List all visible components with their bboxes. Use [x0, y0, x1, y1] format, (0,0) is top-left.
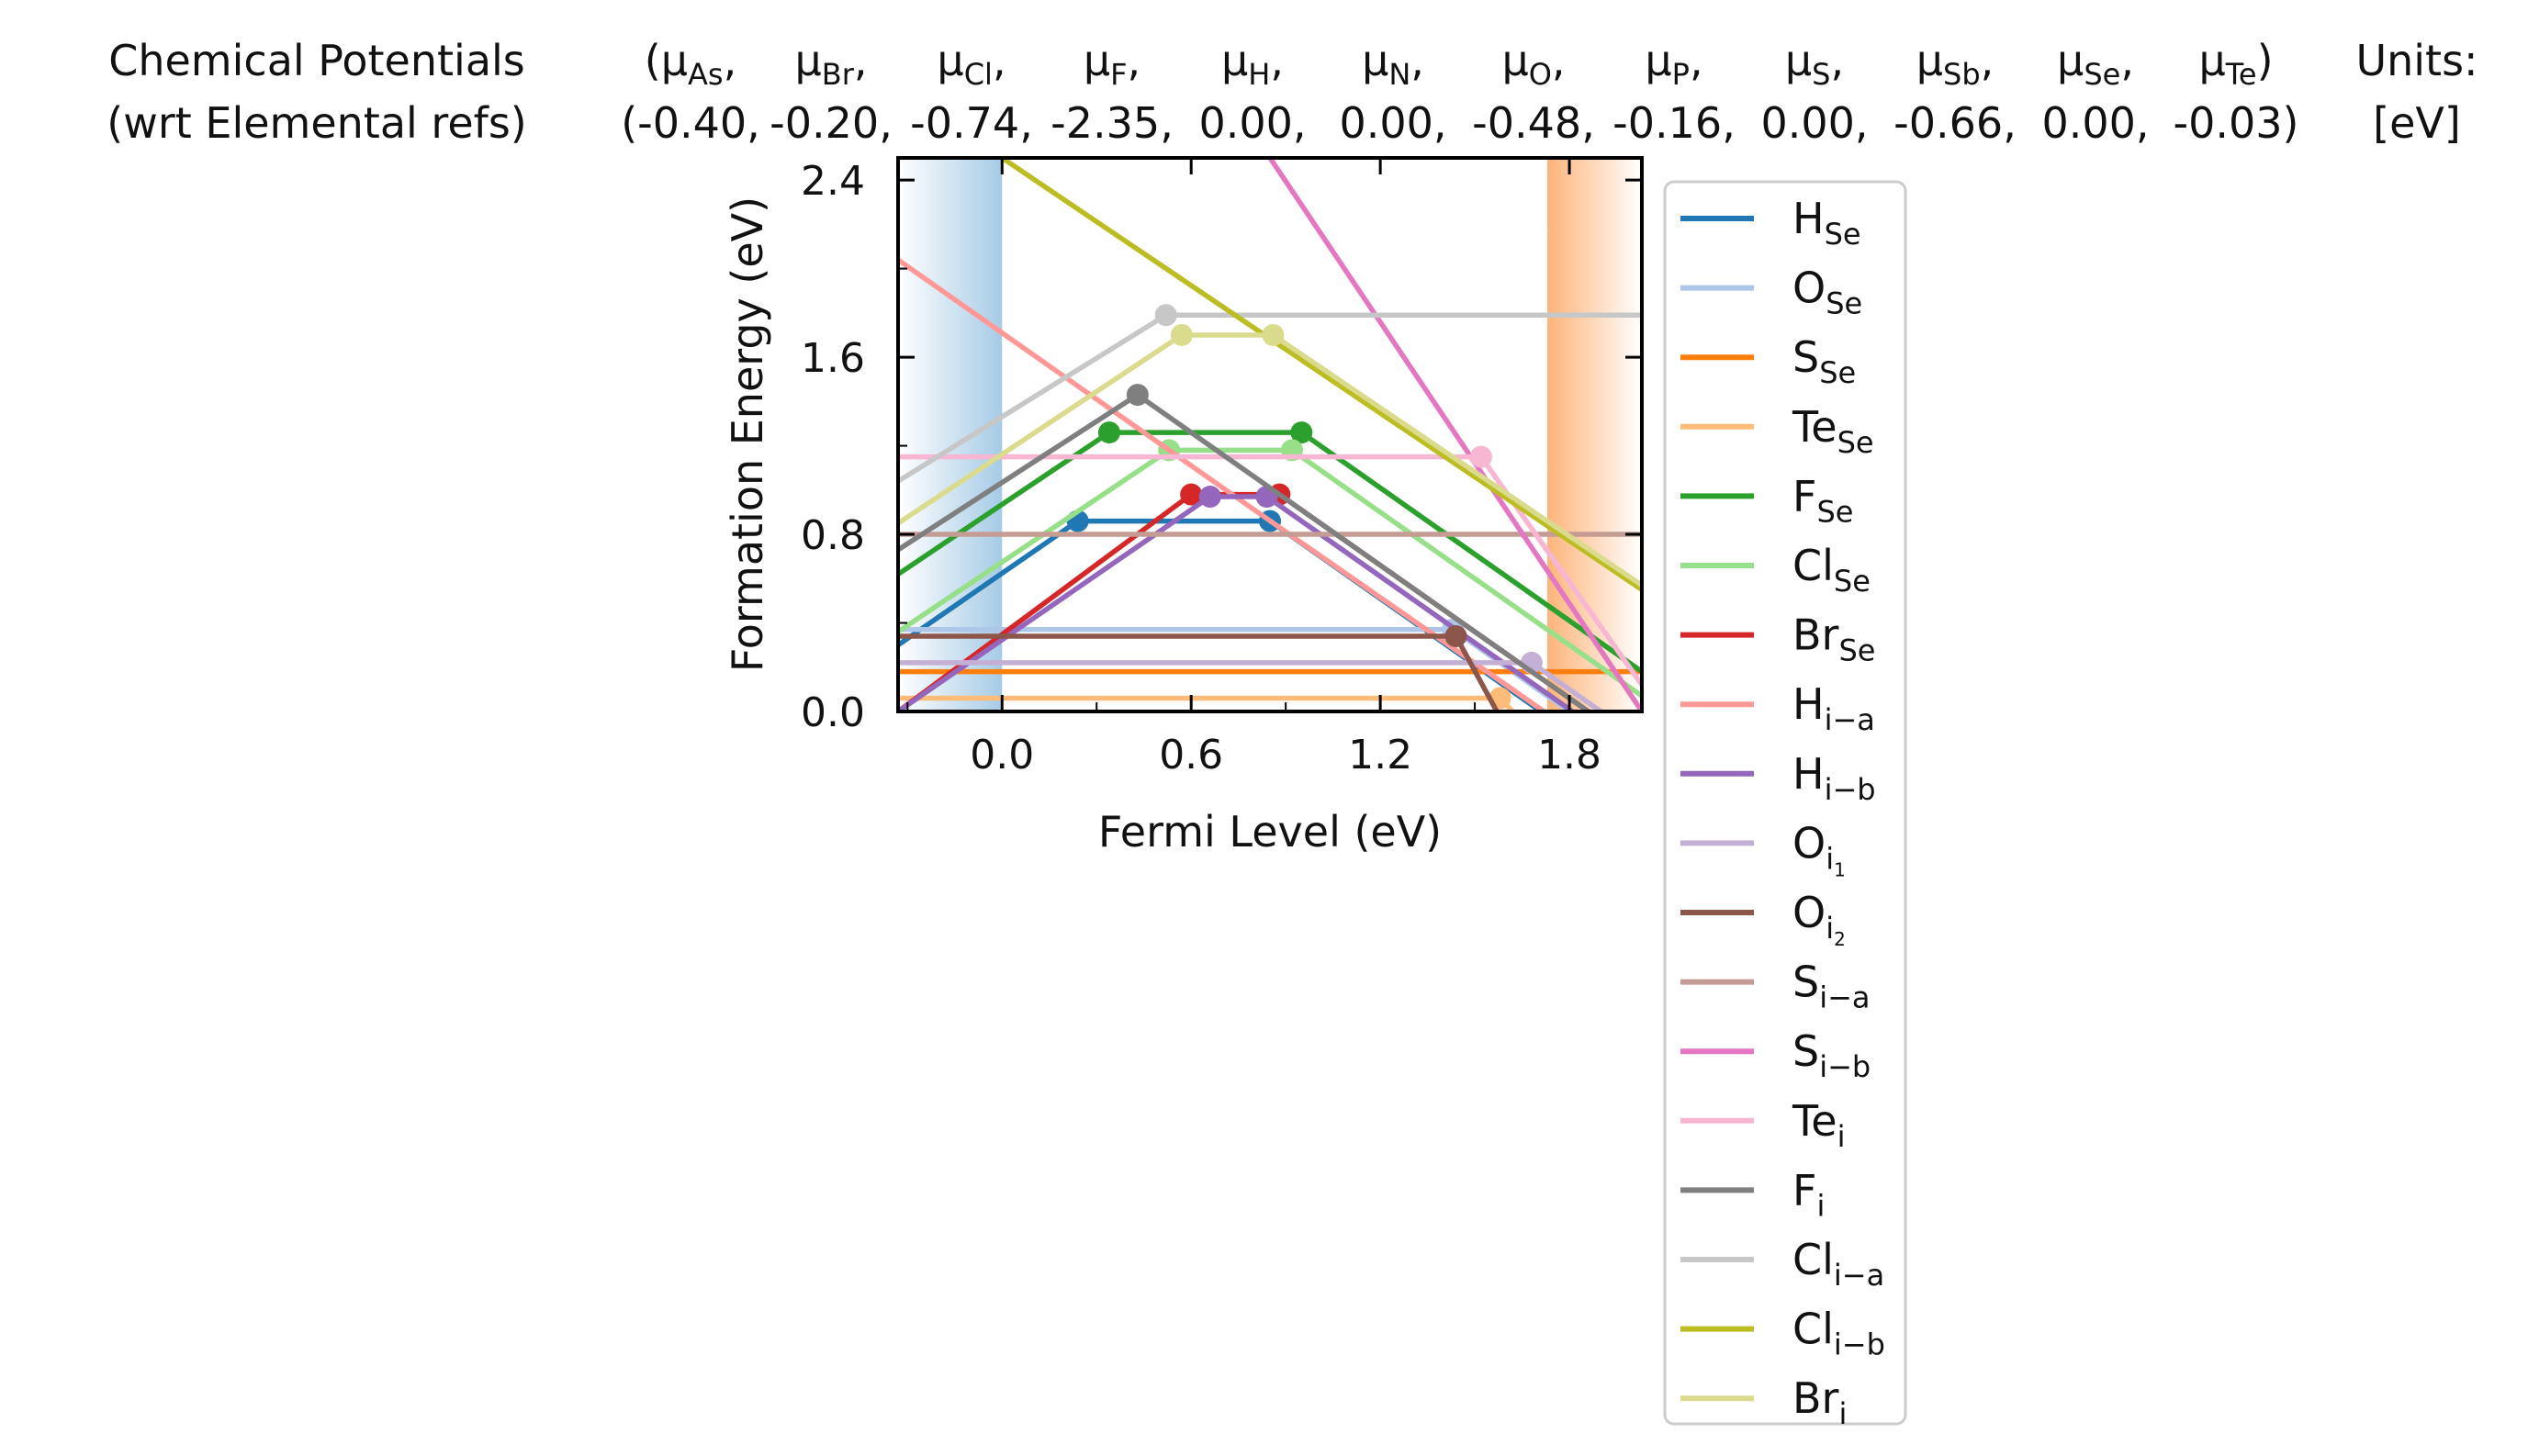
transition-marker-h-i-b-0: [1198, 486, 1221, 509]
potential-value-p: -0.16,: [1612, 98, 1736, 148]
potential-value-se: 0.00,: [2041, 98, 2149, 148]
y-tick-label: 1.6: [801, 335, 865, 382]
series-line-br-i: [898, 332, 1642, 588]
transition-marker-br-i-0: [1170, 323, 1193, 346]
potential-value-br: -0.20,: [770, 98, 893, 148]
legend-frame: [1663, 180, 1907, 1426]
series-line-s-i-b: [1267, 158, 1642, 711]
potential-symbol-p: μP,: [1645, 36, 1702, 92]
potential-value-h: 0.00,: [1198, 98, 1306, 148]
potential-value-o: -0.48,: [1472, 98, 1595, 148]
transition-marker-f-se-0: [1097, 421, 1120, 444]
y-tick-label: 0.0: [801, 689, 865, 736]
y-tick-label: 0.8: [801, 512, 865, 559]
series-line-o-i1: [898, 660, 1602, 711]
legend-label-cl-i-a: Cli−a: [1792, 1235, 1884, 1293]
legend-label-br-se: BrSe: [1792, 610, 1875, 668]
header-title-line1: Chemical Potentials: [108, 36, 525, 85]
legend-label-br-i: Bri: [1792, 1373, 1847, 1431]
chemical-potentials-header: Chemical Potentials (wrt Elemental refs)…: [107, 36, 2477, 148]
potentials-list: (μAs, (-0.40, μBr, -0.20, μCl, -0.74, μF, -2.35…: [621, 36, 2298, 148]
units-value: [eV]: [2373, 98, 2461, 148]
units-label: Units:: [2355, 36, 2477, 85]
x-tick-label: 1.2: [1348, 732, 1412, 778]
transition-marker-o-i2-0: [1444, 624, 1467, 647]
series-line-h-i-b: [898, 494, 1575, 711]
potential-symbol-s: μS,: [1785, 36, 1844, 92]
legend-label-te-i: Tei: [1792, 1096, 1845, 1154]
series-line-h-i-a: [898, 257, 1546, 711]
potential-symbol-o: μO,: [1501, 36, 1565, 92]
legend: HSeOSeSSeTeSeFSeClSeBrSeHi−aHi−bOi1Oi2Si…: [1663, 180, 1907, 1431]
transition-marker-br-i-1: [1262, 323, 1285, 346]
potential-symbol-te: μTe): [2198, 36, 2273, 92]
potential-value-s: 0.00,: [1760, 98, 1868, 148]
potential-symbol-f: μF,: [1084, 36, 1140, 92]
transition-marker-br-se-0: [1180, 483, 1203, 506]
transition-marker-cl-i-a-0: [1154, 304, 1177, 327]
potential-value-n: 0.00,: [1339, 98, 1446, 148]
transition-marker-te-i-0: [1469, 445, 1492, 468]
potential-symbol-se: μSe,: [2057, 36, 2134, 92]
potential-symbol-cl: μCl,: [937, 36, 1006, 92]
x-tick-label: 1.8: [1537, 732, 1601, 778]
potential-value-cl: -0.74,: [910, 98, 1033, 148]
header-title-line2: (wrt Elemental refs): [107, 98, 526, 148]
axis-ticks: 0.0 0.6 1.2 1.8 0.0 0.8 1.6 2.4: [801, 158, 1642, 778]
potential-value-sb: -0.66,: [1893, 98, 2017, 148]
transition-marker-f-i-0: [1126, 384, 1149, 407]
y-axis-label: Formation Energy (eV): [723, 196, 772, 672]
series-line-f-se: [898, 430, 1642, 674]
transition-marker-f-se-1: [1290, 421, 1313, 444]
x-axis-label: Fermi Level (eV): [1098, 807, 1442, 857]
legend-label-te-se: TeSe: [1792, 402, 1874, 460]
potential-symbol-h: μH,: [1221, 36, 1284, 92]
x-tick-label: 0.6: [1159, 732, 1223, 778]
potential-value-as: (-0.40,: [621, 98, 760, 148]
potential-symbol-br: μBr,: [794, 36, 867, 92]
conduction-band-region: [1547, 158, 1642, 711]
y-tick-label: 2.4: [801, 158, 865, 205]
series-line-cl-se: [898, 447, 1642, 699]
x-tick-label: 0.0: [970, 732, 1034, 778]
potential-value-f: -2.35,: [1051, 98, 1174, 148]
potential-value-te: -0.03): [2174, 98, 2299, 148]
defect-lines: [898, 158, 1642, 711]
potential-symbol-sb: μSb,: [1916, 36, 1994, 92]
potential-symbol-n: μN,: [1362, 36, 1424, 92]
plot-area: 0.0 0.6 1.2 1.8 0.0 0.8 1.6 2.4 Fermi Level (eV…: [723, 156, 1644, 857]
potential-symbol-as: (μAs,: [645, 36, 736, 92]
series-line-cl-i-b: [1000, 158, 1642, 592]
plot-frame: [896, 156, 1644, 713]
